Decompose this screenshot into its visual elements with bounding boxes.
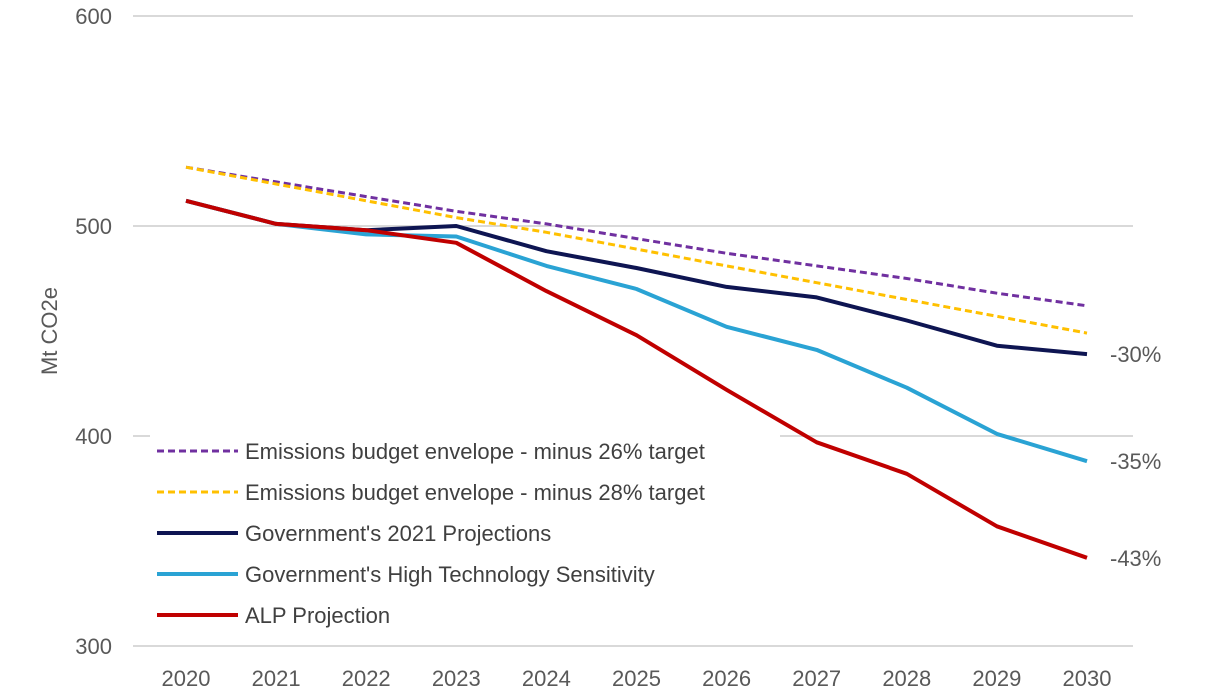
x-tick-label: 2020	[162, 666, 211, 690]
legend-label: Government's High Technology Sensitivity	[245, 562, 655, 587]
legend-bg	[150, 598, 780, 632]
x-tick-label: 2025	[612, 666, 661, 690]
y-axis-label: Mt CO2e	[37, 287, 62, 375]
legend-bg	[150, 434, 780, 468]
legend-bg	[150, 475, 780, 509]
series-line-4	[185, 198, 1088, 560]
y-axis-ticks: 300 400 500 600	[75, 4, 112, 659]
legend-label: Emissions budget envelope - minus 26% ta…	[245, 439, 705, 464]
end-annotation: -35%	[1110, 449, 1161, 474]
end-annotation: -43%	[1110, 546, 1161, 571]
x-tick-label: 2028	[882, 666, 931, 690]
series-line-2	[185, 198, 1088, 357]
y-tick-label: 600	[75, 4, 112, 29]
legend-label: ALP Projection	[245, 603, 390, 628]
x-tick-label: 2022	[342, 666, 391, 690]
gridlines	[133, 15, 1133, 647]
legend-bg	[150, 516, 780, 550]
x-tick-label: 2021	[252, 666, 301, 690]
series-lines	[185, 165, 1088, 560]
x-tick-label: 2027	[792, 666, 841, 690]
series-line-0	[185, 165, 1088, 308]
series-line-3	[185, 198, 1088, 464]
x-tick-label: 2030	[1063, 666, 1112, 690]
legend-label: Emissions budget envelope - minus 28% ta…	[245, 480, 705, 505]
x-tick-label: 2029	[972, 666, 1021, 690]
series-line-1	[185, 165, 1088, 335]
y-tick-label: 500	[75, 214, 112, 239]
x-tick-label: 2023	[432, 666, 481, 690]
end-annotation: -30%	[1110, 342, 1161, 367]
end-annotations: -30% -35% -43%	[1110, 342, 1161, 571]
x-tick-label: 2026	[702, 666, 751, 690]
legend-label: Government's 2021 Projections	[245, 521, 551, 546]
y-tick-label: 300	[75, 634, 112, 659]
legend: Emissions budget envelope - minus 26% ta…	[150, 434, 780, 632]
x-axis-ticks: 2020 2021 2022 2023 2024 2025 2026 2027 2028 2029…	[162, 666, 1112, 690]
legend-bg	[150, 557, 780, 591]
y-tick-label: 400	[75, 424, 112, 449]
x-tick-label: 2024	[522, 666, 571, 690]
